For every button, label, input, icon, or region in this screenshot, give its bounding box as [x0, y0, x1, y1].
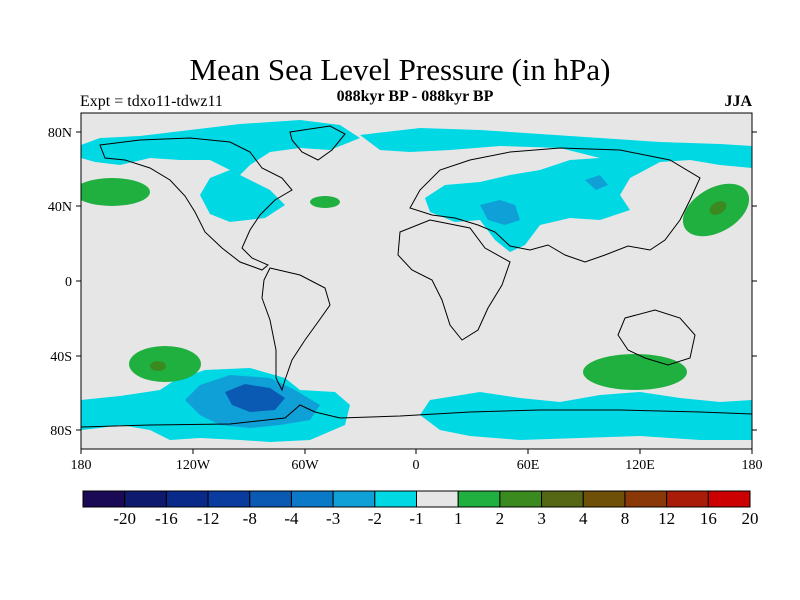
anomaly-north-pacific-west-core: [709, 201, 727, 215]
anomaly-atlantic-small: [310, 196, 340, 208]
lat-label-80s: 80S: [50, 424, 72, 439]
colorbar-box: [499, 490, 543, 508]
lon-tick-labels: 180 120W 60W 0 60E 120E 180: [71, 458, 763, 473]
lon-label-120e: 120E: [625, 458, 655, 473]
coast-eurasia: [409, 147, 701, 263]
colorbar-box: [82, 490, 126, 508]
anomaly-arctic-north-atlantic: [81, 120, 360, 222]
colorbar-label: -2: [368, 509, 382, 528]
colorbar-box: [249, 490, 292, 508]
coast-south-america: [261, 267, 331, 392]
anomaly-south-atlantic: [420, 392, 752, 440]
colorbar-box: [207, 490, 251, 508]
anomaly-southern-ocean-core: [225, 384, 285, 412]
coast-greenland: [289, 125, 346, 161]
colorbar-label: -12: [197, 509, 220, 528]
lat-tick-labels: 80N 40N 0 40S 80S: [48, 126, 72, 439]
season-label: JJA: [724, 93, 752, 110]
colorbar-box: [332, 490, 376, 508]
colorbar-label: 16: [700, 509, 717, 528]
lon-label-60e: 60E: [517, 458, 540, 473]
colorbar-label: 20: [742, 509, 759, 528]
coast-antarctica: [81, 404, 752, 428]
chart-title: Mean Sea Level Pressure (in hPa): [189, 52, 611, 87]
colorbar-label: 3: [537, 509, 546, 528]
lon-label-180e: 180: [742, 458, 763, 473]
lon-label-180w: 180: [71, 458, 92, 473]
experiment-label: Expt = tdxo11-tdwz11: [80, 93, 223, 110]
colorbar-label: -4: [284, 509, 299, 528]
anomaly-north-pacific-east: [81, 178, 150, 206]
anomaly-tasman: [583, 354, 687, 390]
lat-tick-marks: [76, 131, 757, 431]
colorbar-box: [666, 490, 709, 508]
lon-label-0: 0: [413, 458, 420, 473]
colorbar-label: 1: [454, 509, 463, 528]
lon-tick-marks: [80, 449, 753, 454]
coastlines: [81, 125, 752, 428]
map-field: [81, 113, 752, 449]
colorbar-label: 4: [579, 509, 588, 528]
colorbar-labels: -20 -16 -12 -8 -4 -3 -2 -1 1 2 3 4 8 12 16 20: [113, 509, 758, 528]
lat-label-80n: 80N: [48, 126, 72, 141]
colorbar-label: 12: [658, 509, 675, 528]
colorbar-box: [374, 490, 417, 508]
colorbar-box: [124, 490, 167, 508]
anomaly-south-pacific-core: [150, 361, 166, 371]
colorbar-box: [541, 490, 584, 508]
lat-label-40n: 40N: [48, 200, 72, 215]
period-label: 088kyr BP - 088kyr BP: [336, 88, 494, 105]
colorbar-box: [416, 490, 459, 508]
colorbar-label: -1: [409, 509, 423, 528]
colorbar-label: -3: [326, 509, 340, 528]
lon-label-60w: 60W: [291, 458, 319, 473]
colorbar-label: 8: [621, 509, 630, 528]
anomaly-arctic-east: [360, 128, 752, 252]
colorbar-label: -16: [155, 509, 178, 528]
coast-africa: [397, 219, 511, 341]
colorbar-box: [707, 490, 751, 508]
colorbar: [82, 490, 751, 508]
lon-label-120w: 120W: [176, 458, 211, 473]
coast-australia: [617, 309, 696, 366]
colorbar-box: [165, 490, 209, 508]
colorbar-box: [457, 490, 501, 508]
colorbar-box: [582, 490, 626, 508]
lat-label-40s: 40S: [50, 350, 72, 365]
colorbar-label: 2: [496, 509, 505, 528]
anomaly-central-asia-core: [585, 175, 608, 190]
colorbar-box: [624, 490, 668, 508]
colorbar-label: -8: [243, 509, 257, 528]
lat-label-0: 0: [65, 275, 72, 290]
colorbar-box: [290, 490, 334, 508]
colorbar-label: -20: [113, 509, 136, 528]
coast-north-america: [99, 137, 293, 271]
anomaly-eurasia-core: [480, 200, 520, 225]
